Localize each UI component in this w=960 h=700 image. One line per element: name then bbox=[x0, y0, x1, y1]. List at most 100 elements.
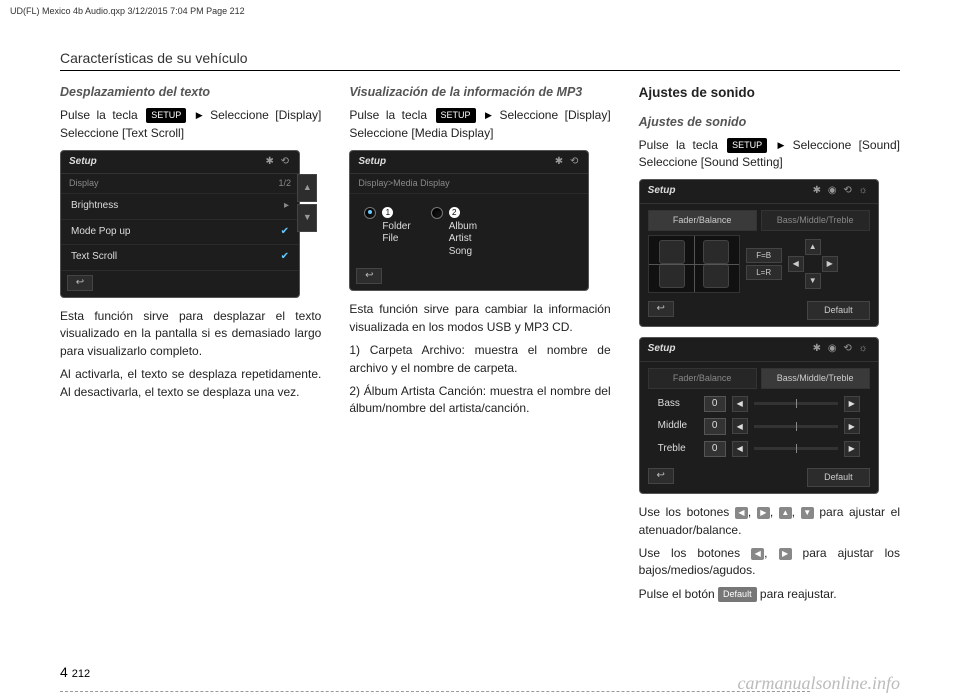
page-indicator: 1/2 bbox=[278, 177, 291, 190]
opt1-line1: Folder bbox=[382, 221, 410, 234]
right-arrow-icon: ▶ bbox=[757, 507, 770, 519]
back-button: ↩ bbox=[356, 268, 382, 284]
col2-subhead: Visualización de la información de MP3 bbox=[349, 83, 610, 101]
row-label: Middle bbox=[658, 419, 698, 434]
fb-value: F=B bbox=[746, 248, 782, 263]
row-label: Text Scroll bbox=[71, 250, 117, 265]
check-icon: ✔ bbox=[281, 225, 289, 240]
footer-dashes bbox=[60, 690, 810, 692]
p3b: para reajustar. bbox=[760, 587, 837, 601]
chevron-right-icon: ▸ bbox=[284, 199, 289, 214]
section-title: Características de su vehículo bbox=[60, 50, 248, 66]
screen-topbar: Setup ✱ ◉ ⟲ ☼ bbox=[640, 338, 878, 362]
right-icon: ▶ bbox=[844, 418, 860, 434]
col3-line1a: Pulse la tecla bbox=[639, 138, 726, 152]
chapter-number: 4 bbox=[60, 664, 68, 680]
chevron-right-icon: ▶ bbox=[196, 109, 203, 122]
opt2-line3: Song bbox=[449, 246, 477, 259]
row-value: 0 bbox=[704, 396, 726, 413]
tabs: Fader/Balance Bass/Middle/Treble bbox=[648, 368, 870, 389]
screen-topbar: Setup ✱ ◉ ⟲ ☼ bbox=[640, 180, 878, 204]
col3-bighead: Ajustes de sonido bbox=[639, 83, 900, 103]
screen-topbar: Setup ✱ ⟲ bbox=[61, 151, 299, 175]
columns: Desplazamiento del texto Pulse la tecla … bbox=[60, 77, 900, 609]
row-brightness: Brightness ▸ bbox=[61, 194, 299, 220]
p2a: Use los botones bbox=[639, 546, 751, 560]
up-icon: ▲ bbox=[805, 239, 821, 255]
fb-values: F=B L=R bbox=[746, 248, 782, 280]
row-modepopup: Mode Pop up ✔ bbox=[61, 220, 299, 246]
column-1: Desplazamiento del texto Pulse la tecla … bbox=[60, 77, 321, 609]
display-screen-wrap: Setup ✱ ⟲ Display 1/2 Brightness ▸ Mode … bbox=[60, 150, 321, 298]
row-value: 0 bbox=[704, 418, 726, 435]
back-button: ↩ bbox=[648, 468, 674, 484]
fader-balance-screen: Setup ✱ ◉ ⟲ ☼ Fader/Balance Bass/Middle/… bbox=[639, 179, 879, 327]
tab-bmt: Bass/Middle/Treble bbox=[761, 368, 870, 389]
topbar-icons: ✱ ⟲ bbox=[265, 155, 291, 170]
col2-li1: 1) Carpeta Archivo: muestra el nombre de… bbox=[349, 342, 610, 377]
page-number: 4212 bbox=[60, 664, 90, 680]
radio-option-1: 1 Folder File bbox=[364, 206, 410, 258]
section-title-row: Características de su vehículo bbox=[60, 50, 900, 71]
col2-p1: Esta función sirve para cambiar la infor… bbox=[349, 301, 610, 336]
print-header: UD(FL) Mexico 4b Audio.qxp 3/12/2015 7:0… bbox=[10, 6, 245, 16]
bmt-body: Fader/Balance Bass/Middle/Treble Bass 0 … bbox=[640, 362, 878, 465]
slider-bar bbox=[754, 402, 838, 405]
back-button: ↩ bbox=[67, 275, 93, 291]
media-display-screen: Setup ✱ ⟲ Display>Media Display 1 Folder… bbox=[349, 150, 589, 292]
chevron-right-icon: ▶ bbox=[777, 139, 784, 152]
tab-fader: Fader/Balance bbox=[648, 210, 757, 231]
col3-p2: Use los botones ◀, ▶ para ajustar los ba… bbox=[639, 545, 900, 580]
column-3: Ajustes de sonido Ajustes de sonido Puls… bbox=[639, 77, 900, 609]
slider-bar bbox=[754, 425, 838, 428]
tab-fader: Fader/Balance bbox=[648, 368, 757, 389]
radio-on-icon bbox=[364, 207, 376, 219]
num-1-icon: 1 bbox=[382, 207, 393, 218]
up-arrow-icon: ▲ bbox=[779, 507, 792, 519]
media-body: 1 Folder File 2 Album Artist Song bbox=[350, 194, 588, 264]
crumb-text: Display bbox=[69, 178, 99, 188]
seat-icon bbox=[659, 240, 685, 264]
default-button: Default bbox=[807, 468, 870, 487]
screen-title: Setup bbox=[69, 155, 97, 170]
row-label: Brightness bbox=[71, 199, 118, 214]
seat-icon bbox=[703, 240, 729, 264]
default-badge: Default bbox=[718, 587, 757, 602]
col3-intro: Pulse la tecla SETUP ▶ Seleccione [Sound… bbox=[639, 137, 900, 172]
right-arrow-icon: ▶ bbox=[779, 548, 792, 560]
tab-bmt: Bass/Middle/Treble bbox=[761, 210, 870, 231]
opt2-line1: Album bbox=[449, 221, 477, 234]
fb-body: Fader/Balance Bass/Middle/Treble F=B bbox=[640, 204, 878, 297]
screen-topbar: Setup ✱ ⟲ bbox=[350, 151, 588, 175]
display-setup-screen: Setup ✱ ⟲ Display 1/2 Brightness ▸ Mode … bbox=[60, 150, 300, 298]
screen-title: Setup bbox=[648, 184, 676, 199]
down-icon: ▼ bbox=[297, 204, 317, 232]
row-label: Bass bbox=[658, 397, 698, 412]
watermark: carmanualsonline.info bbox=[738, 673, 901, 694]
left-arrow-icon: ◀ bbox=[735, 507, 748, 519]
col1-subhead: Desplazamiento del texto bbox=[60, 83, 321, 101]
up-icon: ▲ bbox=[297, 174, 317, 202]
topbar-icons: ✱ ◉ ⟲ ☼ bbox=[813, 184, 870, 199]
col1-p2: Al activarla, el texto se desplaza repet… bbox=[60, 366, 321, 401]
right-icon: ▶ bbox=[822, 256, 838, 272]
row-value: 0 bbox=[704, 441, 726, 458]
bmt-screen: Setup ✱ ◉ ⟲ ☼ Fader/Balance Bass/Middle/… bbox=[639, 337, 879, 494]
left-icon: ◀ bbox=[788, 256, 804, 272]
col1-p1: Esta función sirve para desplazar el tex… bbox=[60, 308, 321, 360]
radio-option-2: 2 Album Artist Song bbox=[431, 206, 477, 258]
down-icon: ▼ bbox=[805, 273, 821, 289]
opt2-line2: Artist bbox=[449, 233, 477, 246]
seats-diagram bbox=[648, 235, 740, 293]
topbar-icons: ✱ ◉ ⟲ ☼ bbox=[813, 342, 870, 357]
side-buttons: ▲ ▼ bbox=[297, 174, 317, 232]
column-2: Visualización de la información de MP3 P… bbox=[349, 77, 610, 609]
bottom-row: ↩ Default bbox=[640, 297, 878, 326]
cross-v bbox=[694, 236, 695, 292]
topbar-icons: ✱ ⟲ bbox=[555, 155, 581, 170]
seat-icon bbox=[703, 264, 729, 288]
col1-line1a: Pulse la tecla bbox=[60, 108, 144, 122]
row-label: Mode Pop up bbox=[71, 225, 131, 240]
setup-badge: SETUP bbox=[146, 108, 186, 123]
fb-area: F=B L=R ▲ ◀ ▶ ▼ bbox=[648, 235, 870, 293]
